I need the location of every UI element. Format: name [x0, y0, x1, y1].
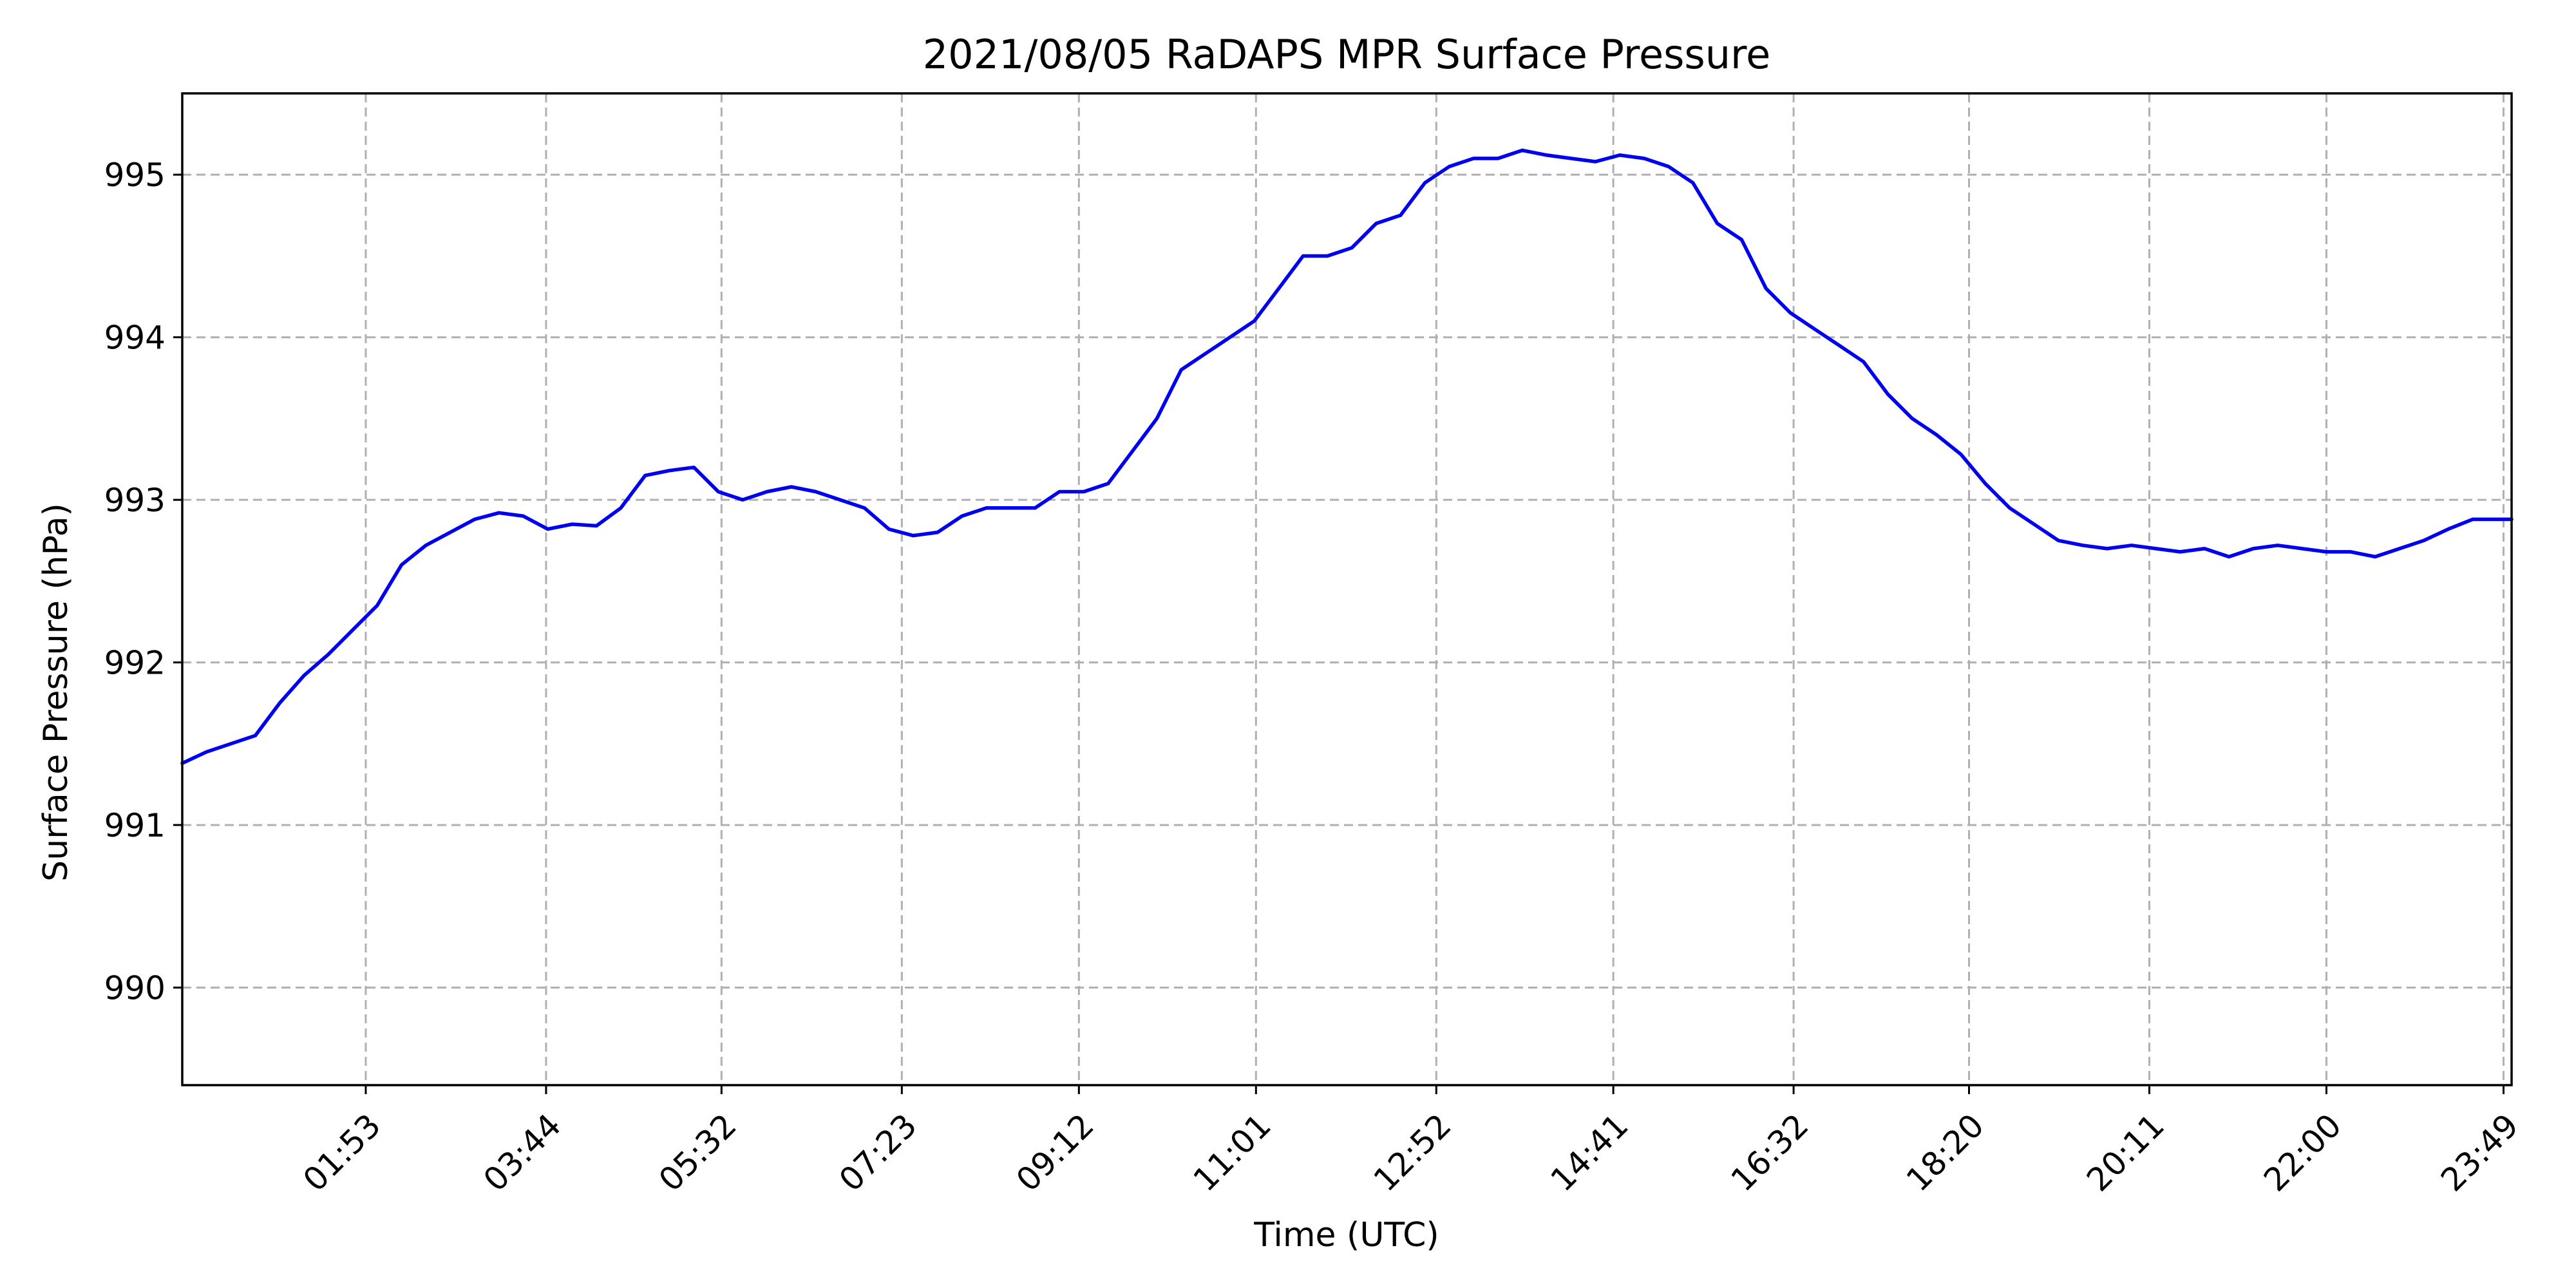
- plot-frame: [181, 92, 2513, 1086]
- y-tick-label: 990: [104, 970, 166, 1007]
- x-axis-label: Time (UTC): [1253, 1216, 1439, 1255]
- y-tick-label: 991: [104, 807, 166, 844]
- series-line: [180, 148, 2514, 765]
- y-tick-label: 995: [104, 156, 166, 194]
- y-axis-label: Surface Pressure (hPa): [37, 503, 75, 882]
- series-layer: [180, 148, 2514, 765]
- y-tick-label: 994: [104, 319, 166, 357]
- y-tick-label: 992: [104, 645, 166, 682]
- y-tick-label: 993: [104, 482, 166, 519]
- chart-title: 2021/08/05 RaDAPS MPR Surface Pressure: [923, 31, 1771, 78]
- grid: [182, 93, 2512, 1085]
